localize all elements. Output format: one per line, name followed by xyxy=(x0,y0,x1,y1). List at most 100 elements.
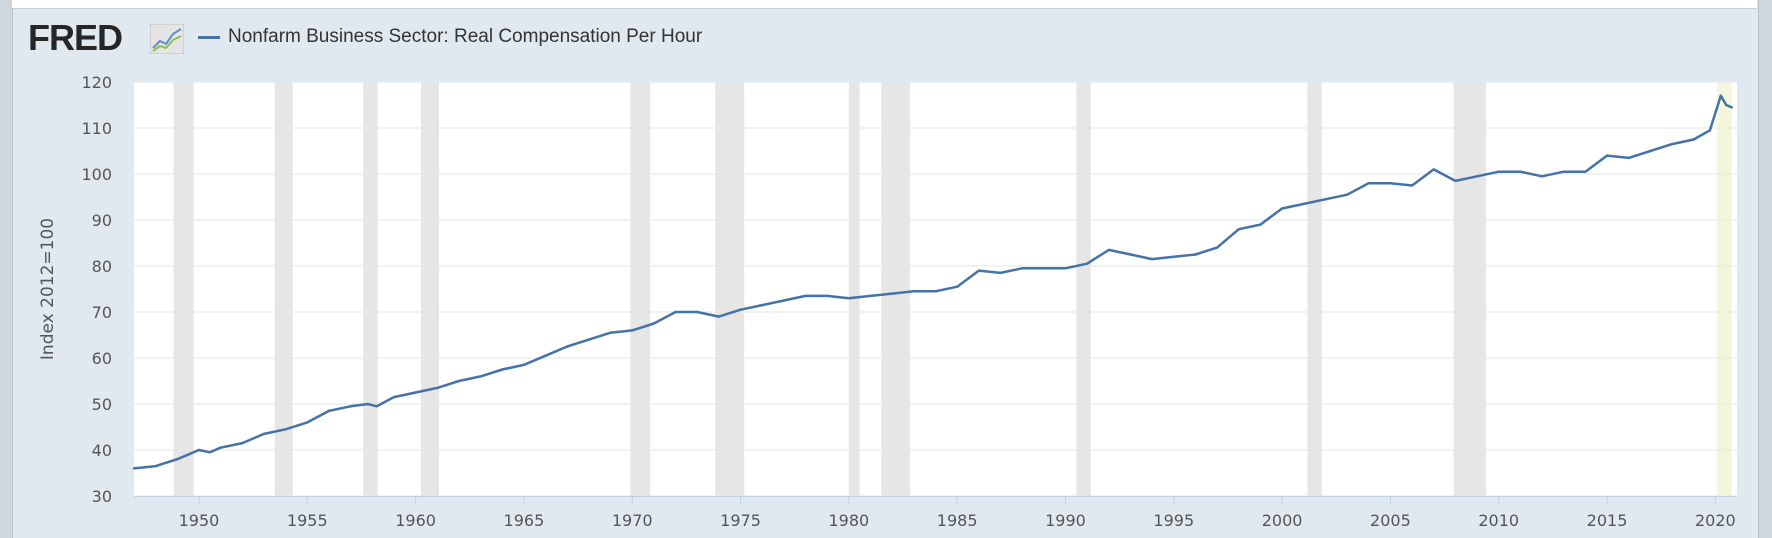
legend[interactable]: Nonfarm Business Sector: Real Compensati… xyxy=(198,26,702,48)
data-point xyxy=(804,294,807,298)
data-point xyxy=(696,310,699,314)
data-point xyxy=(544,354,547,357)
recession-band xyxy=(421,82,440,496)
data-point xyxy=(1345,193,1349,196)
data-point xyxy=(1237,228,1240,231)
data-point xyxy=(306,421,309,424)
x-tick-label: 1955 xyxy=(287,511,328,530)
x-tick-label: 1960 xyxy=(395,511,436,530)
data-point xyxy=(241,441,244,445)
recession-band xyxy=(630,82,651,496)
data-point xyxy=(208,451,212,454)
x-tick-label: 1980 xyxy=(828,511,869,530)
data-point xyxy=(1540,175,1544,178)
recession-band xyxy=(881,82,911,496)
data-point xyxy=(1302,202,1305,206)
data-point xyxy=(977,269,981,272)
data-point xyxy=(1042,267,1046,270)
x-tick-label: 1975 xyxy=(720,511,761,530)
recession-band xyxy=(1076,82,1091,496)
recession-band xyxy=(363,82,378,496)
data-point xyxy=(132,467,136,470)
legend-swatch xyxy=(198,35,220,39)
data-point xyxy=(1670,142,1674,146)
data-point xyxy=(197,448,201,452)
data-point xyxy=(1562,170,1565,173)
data-point xyxy=(284,428,287,431)
data-point xyxy=(782,299,786,302)
y-tick-label: 60 xyxy=(92,349,112,368)
x-tick-label: 1950 xyxy=(179,511,220,530)
y-tick-label: 70 xyxy=(92,303,112,322)
data-point xyxy=(1454,179,1457,183)
data-point xyxy=(1020,267,1024,270)
data-point xyxy=(219,446,222,449)
data-point xyxy=(479,375,482,378)
data-point xyxy=(717,315,721,318)
data-point xyxy=(1085,262,1089,265)
data-point xyxy=(375,405,378,408)
y-tick-label: 110 xyxy=(81,119,112,138)
y-tick-label: 100 xyxy=(81,165,112,184)
data-point xyxy=(1692,138,1695,141)
recession-band xyxy=(1453,82,1487,496)
data-point xyxy=(999,271,1002,275)
data-point xyxy=(587,338,591,341)
data-point xyxy=(436,386,439,390)
data-point xyxy=(1410,184,1414,187)
y-axis-label: Index 2012=100 xyxy=(38,218,58,360)
data-point xyxy=(1724,103,1728,107)
data-point xyxy=(1475,175,1479,178)
recession-band xyxy=(1717,82,1732,496)
x-tick-label: 1990 xyxy=(1045,511,1086,530)
data-point xyxy=(1064,267,1067,270)
data-point xyxy=(890,292,894,295)
data-point xyxy=(1194,253,1197,256)
data-point xyxy=(1519,170,1522,173)
data-point xyxy=(1150,257,1154,261)
data-point xyxy=(414,391,417,394)
data-point xyxy=(1259,223,1262,226)
data-point xyxy=(1172,255,1175,258)
y-tick-label: 80 xyxy=(92,257,112,276)
data-point xyxy=(1649,149,1652,153)
fred-logo[interactable]: FRED xyxy=(28,17,123,58)
data-point xyxy=(761,303,764,307)
data-point xyxy=(1627,156,1630,160)
legend-label: Nonfarm Business Sector: Real Compensati… xyxy=(228,26,703,47)
top-strip xyxy=(12,0,1757,9)
fred-chart-icon xyxy=(150,24,184,54)
x-tick-label: 1970 xyxy=(612,511,653,530)
data-point xyxy=(566,345,569,348)
data-point xyxy=(1324,198,1327,201)
data-point xyxy=(674,310,677,314)
y-tick-label: 30 xyxy=(92,487,112,506)
data-point xyxy=(631,329,634,332)
data-point xyxy=(392,395,396,399)
data-point xyxy=(869,294,872,298)
x-tick-label: 1985 xyxy=(937,511,978,530)
data-point xyxy=(912,290,916,293)
data-point xyxy=(1497,170,1500,173)
data-point xyxy=(1730,106,1733,109)
data-point xyxy=(847,297,851,300)
data-point xyxy=(1280,207,1284,210)
x-tick-label: 1965 xyxy=(504,511,545,530)
data-point xyxy=(1708,129,1712,132)
data-point xyxy=(934,290,937,293)
data-point xyxy=(1719,94,1722,98)
data-point xyxy=(1432,168,1435,171)
x-tick-label: 2000 xyxy=(1262,511,1303,530)
data-point xyxy=(349,405,352,408)
y-tick-label: 90 xyxy=(92,211,112,230)
x-tick-label: 1995 xyxy=(1153,511,1194,530)
x-tick-label: 2010 xyxy=(1478,511,1519,530)
data-point xyxy=(1584,170,1587,173)
x-tick-label: 2015 xyxy=(1587,511,1628,530)
x-tick-label: 2020 xyxy=(1695,511,1736,530)
recession-band xyxy=(1307,82,1322,496)
recession-band xyxy=(173,82,194,496)
data-point xyxy=(457,379,461,383)
y-tick-label: 50 xyxy=(92,395,112,414)
